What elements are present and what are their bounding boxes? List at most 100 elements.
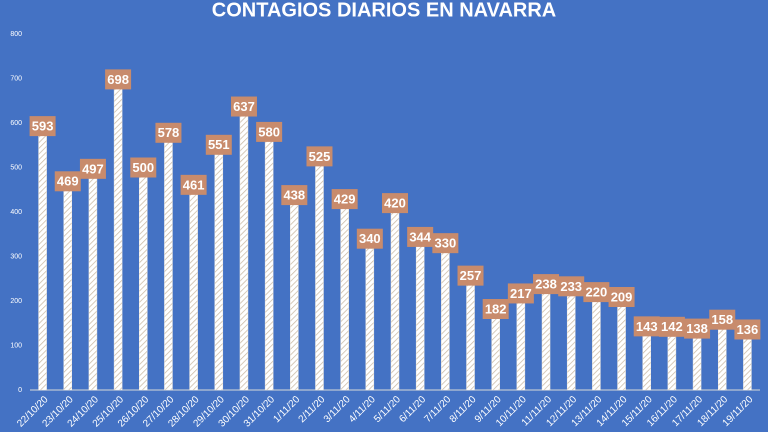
bar xyxy=(541,283,551,391)
label-box xyxy=(306,146,333,167)
bar xyxy=(214,144,224,391)
data-label: 257 xyxy=(460,268,482,283)
label-box xyxy=(482,299,509,320)
bar xyxy=(592,291,601,391)
bar xyxy=(290,194,299,391)
label-box xyxy=(382,193,408,214)
data-label: 209 xyxy=(611,289,633,304)
bar xyxy=(264,131,274,391)
data-label: 142 xyxy=(661,319,683,334)
data-label: 497 xyxy=(82,161,104,176)
bar xyxy=(164,132,173,391)
bar xyxy=(340,198,349,391)
label-box xyxy=(734,319,761,340)
x-tick-label: 7/11/20 xyxy=(422,394,453,425)
bar xyxy=(415,236,425,391)
bar xyxy=(566,286,576,391)
data-label: 580 xyxy=(258,124,280,139)
label-box xyxy=(558,276,585,297)
chart-title: CONTAGIOS DIARIOS EN NAVARRA xyxy=(212,0,556,21)
x-tick-label: 2/11/20 xyxy=(297,394,328,425)
bar xyxy=(88,168,98,391)
data-label: 220 xyxy=(586,285,608,300)
bar xyxy=(113,79,123,391)
data-label: 182 xyxy=(485,301,507,316)
bar xyxy=(617,296,626,391)
bar xyxy=(315,156,324,391)
bar xyxy=(491,308,500,391)
x-tick-label: 6/11/20 xyxy=(397,394,428,425)
label-box xyxy=(533,274,560,295)
y-tick-label: 800 xyxy=(10,31,22,38)
data-label: 469 xyxy=(57,174,79,189)
data-label: 551 xyxy=(208,137,230,152)
x-tick-label: 4/11/20 xyxy=(347,394,378,425)
y-tick-label: 200 xyxy=(10,298,22,305)
data-label: 340 xyxy=(359,231,381,246)
label-box xyxy=(457,265,484,286)
bar xyxy=(441,242,450,391)
label-box xyxy=(407,226,434,247)
y-tick-label: 100 xyxy=(10,342,22,349)
label-box xyxy=(155,122,182,143)
y-tick-label: 0 xyxy=(18,387,22,394)
label-box xyxy=(256,121,283,142)
label-box xyxy=(608,286,635,307)
bar xyxy=(189,184,198,391)
bar xyxy=(390,202,400,391)
label-box xyxy=(658,316,685,337)
label-box xyxy=(432,233,459,254)
y-tick-label: 600 xyxy=(10,120,22,127)
y-tick-label: 700 xyxy=(10,75,22,82)
label-box xyxy=(54,171,81,192)
data-label: 344 xyxy=(409,229,431,244)
y-tick-label: 400 xyxy=(10,209,22,216)
data-label: 238 xyxy=(535,277,557,292)
bar xyxy=(516,293,526,391)
data-label: 217 xyxy=(510,286,532,301)
bar xyxy=(38,125,47,391)
data-label: 158 xyxy=(711,312,733,327)
data-label: 233 xyxy=(560,279,582,294)
data-label: 143 xyxy=(636,319,658,334)
data-label: 500 xyxy=(132,160,154,175)
bar xyxy=(466,275,475,391)
label-box xyxy=(709,309,736,330)
y-tick-label: 300 xyxy=(10,253,22,260)
label-box xyxy=(230,96,257,117)
label-box xyxy=(205,134,232,155)
data-label: 136 xyxy=(737,322,759,337)
bar xyxy=(239,106,249,391)
label-box xyxy=(105,69,132,90)
data-label: 578 xyxy=(158,125,180,140)
bar xyxy=(365,238,375,391)
data-label: 330 xyxy=(434,236,456,251)
label-box xyxy=(331,189,358,210)
y-tick-label: 500 xyxy=(10,164,22,171)
data-label: 438 xyxy=(283,188,305,203)
label-box xyxy=(356,228,383,249)
bar xyxy=(717,319,727,391)
label-box xyxy=(633,316,660,337)
data-label: 698 xyxy=(107,72,129,87)
data-label: 525 xyxy=(309,149,331,164)
label-box xyxy=(583,282,610,303)
x-tick-label: 5/11/20 xyxy=(372,394,403,425)
data-label: 420 xyxy=(384,196,406,211)
x-tick-label: 8/11/20 xyxy=(448,394,479,425)
data-label: 461 xyxy=(183,177,205,192)
x-tick-label: 1/11/20 xyxy=(271,394,302,425)
label-box xyxy=(281,185,308,206)
label-box xyxy=(79,158,106,179)
data-label: 593 xyxy=(32,119,54,134)
bar xyxy=(63,181,73,391)
bar xyxy=(139,167,148,391)
x-tick-label: 3/11/20 xyxy=(322,394,353,425)
data-label: 637 xyxy=(233,99,255,114)
label-box xyxy=(180,174,207,195)
data-label: 429 xyxy=(334,192,356,207)
label-box xyxy=(507,283,534,304)
data-label: 138 xyxy=(686,321,708,336)
